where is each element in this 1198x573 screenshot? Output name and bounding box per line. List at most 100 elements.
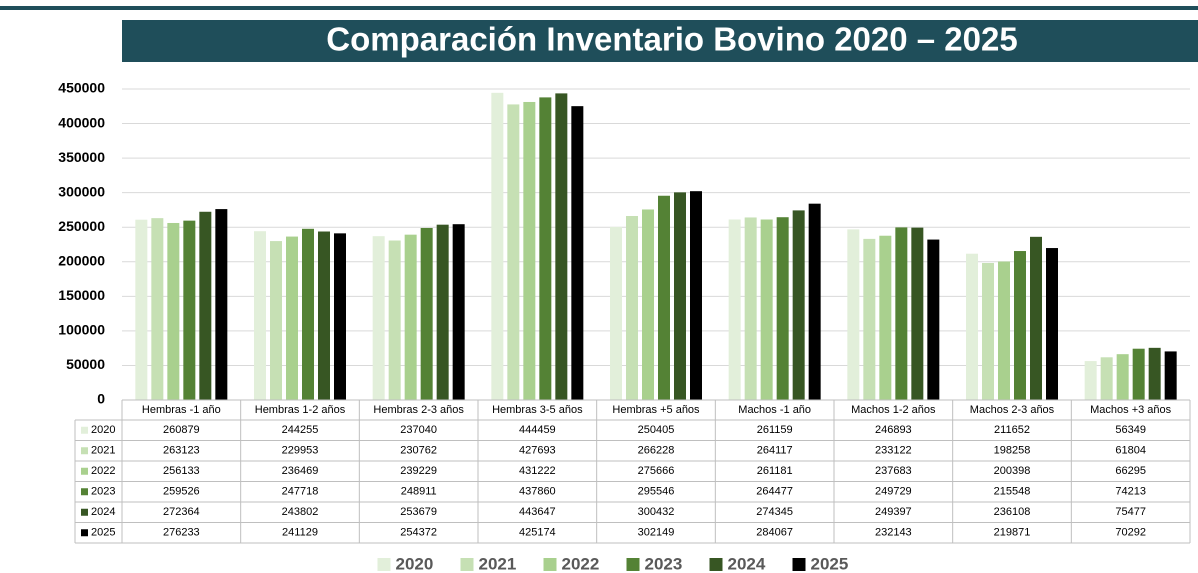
y-tick-label: 100000 (58, 322, 105, 338)
table-cell: 295546 (638, 486, 675, 498)
table-cell: 249729 (875, 486, 912, 498)
legend-key (81, 447, 88, 455)
bar (151, 218, 164, 400)
table-cell: 229953 (282, 445, 319, 457)
table-row-label: 2021 (91, 445, 115, 457)
bar (135, 219, 148, 400)
bar (507, 104, 520, 400)
y-tick-label: 350000 (58, 149, 105, 165)
table-cell: 75477 (1115, 506, 1146, 518)
y-tick-label: 0 (97, 391, 105, 407)
legend-label: 2023 (645, 554, 683, 573)
bar (642, 209, 654, 400)
bar (1148, 347, 1161, 400)
table-row-label: 2025 (91, 527, 115, 539)
bar (658, 195, 670, 400)
bar (215, 209, 228, 400)
bar (539, 97, 552, 401)
table-cell: 237683 (875, 465, 912, 477)
bar (728, 219, 741, 400)
bar (792, 210, 805, 400)
bar (1100, 357, 1113, 400)
table-cell: 253679 (400, 506, 437, 518)
bar (199, 211, 212, 400)
table-cell: 70292 (1115, 527, 1146, 539)
bar (674, 192, 686, 400)
table-cell: 247718 (282, 486, 319, 498)
table-cell: 260879 (163, 424, 200, 436)
legend-swatch (626, 558, 640, 571)
table-cell: 254372 (400, 527, 437, 539)
bar (744, 217, 757, 400)
bar (927, 239, 940, 400)
table-cell: 444459 (519, 424, 556, 436)
bar (1132, 348, 1145, 400)
bar (491, 92, 504, 401)
bar (895, 227, 908, 400)
table-cell: 232143 (875, 527, 912, 539)
x-tick-label: Machos 2-3 años (970, 404, 1055, 416)
bar (388, 240, 401, 400)
bar (571, 106, 584, 400)
table-cell: 248911 (401, 486, 437, 498)
bar (334, 233, 346, 400)
bar (1030, 236, 1042, 400)
top-rule (0, 6, 1198, 10)
bar (270, 241, 282, 400)
x-tick-label: Hembras 1-2 años (255, 404, 346, 416)
table-cell: 243802 (282, 506, 319, 518)
bar (523, 101, 536, 400)
table-cell: 263123 (163, 445, 200, 457)
y-tick-label: 450000 (58, 80, 105, 96)
bar (1116, 354, 1129, 400)
table-cell: 256133 (163, 465, 200, 477)
table-cell: 276233 (163, 527, 200, 539)
bar (998, 261, 1010, 400)
legend-swatch (543, 558, 557, 571)
table-cell: 66295 (1115, 465, 1146, 477)
bar (183, 220, 196, 400)
bar (776, 217, 789, 400)
bar (1164, 351, 1177, 400)
bar (555, 93, 568, 400)
table-cell: 264117 (757, 445, 793, 457)
table-cell: 443647 (519, 506, 556, 518)
x-tick-label: Hembras +5 años (612, 404, 700, 416)
bar (318, 231, 330, 400)
table-cell: 249397 (875, 506, 912, 518)
table-cell: 74213 (1115, 486, 1146, 498)
table-cell: 261181 (757, 465, 793, 477)
table-cell: 275666 (638, 465, 675, 477)
table-cell: 250405 (638, 424, 675, 436)
table-cell: 236108 (994, 506, 1031, 518)
table-cell: 259526 (163, 486, 200, 498)
table-cell: 431222 (519, 465, 556, 477)
x-tick-label: Hembras 3-5 años (492, 404, 583, 416)
table-cell: 233122 (875, 445, 912, 457)
chart-title: Comparación Inventario Bovino 2020 – 202… (326, 21, 1017, 58)
x-tick-label: Hembras 2-3 años (373, 404, 464, 416)
bar (372, 236, 385, 400)
table-cell: 230762 (400, 445, 437, 457)
table-cell: 215548 (994, 486, 1031, 498)
table-cell: 261159 (757, 424, 793, 436)
table-cell: 56349 (1115, 424, 1146, 436)
bar (302, 228, 314, 400)
y-tick-label: 250000 (58, 218, 105, 234)
legend-key (81, 508, 88, 516)
legend-label: 2020 (396, 554, 434, 573)
bar (863, 238, 876, 400)
title-banner (122, 20, 1198, 62)
table-cell: 200398 (994, 465, 1031, 477)
table-cell: 300432 (638, 506, 675, 518)
bar (167, 222, 180, 400)
legend-label: 2024 (728, 554, 766, 573)
bar (911, 227, 924, 400)
bar (286, 236, 298, 400)
table-cell: 211652 (994, 424, 1030, 436)
legend-label: 2022 (562, 554, 600, 573)
table-cell: 239229 (400, 465, 437, 477)
bar (1084, 361, 1097, 400)
legend-key (81, 467, 88, 475)
